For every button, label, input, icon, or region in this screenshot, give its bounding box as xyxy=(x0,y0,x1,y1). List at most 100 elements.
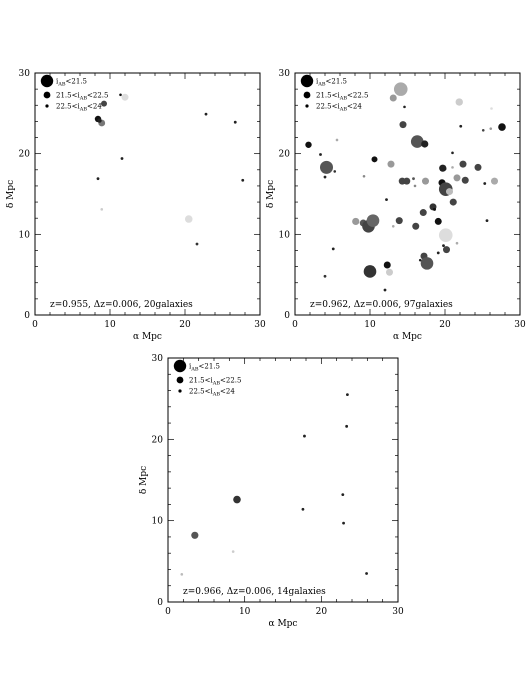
plot-frame xyxy=(34,72,261,316)
x-tick-label: 0 xyxy=(165,607,171,617)
x-axis-label: α Mpc xyxy=(393,332,422,342)
galaxy-point xyxy=(395,217,403,225)
legend-label: 21.5<iAB<22.5 xyxy=(189,377,241,387)
legend-marker xyxy=(45,104,49,108)
galaxy-point xyxy=(491,177,498,185)
galaxy-point xyxy=(442,244,445,248)
galaxy-point xyxy=(410,135,424,148)
x-tick-label: 0 xyxy=(32,320,38,330)
galaxy-point xyxy=(453,174,461,182)
galaxy-point xyxy=(474,163,482,171)
y-tick-label: 20 xyxy=(279,150,291,160)
galaxy-point xyxy=(412,222,420,230)
galaxy-point xyxy=(184,215,193,223)
y-tick-label: 30 xyxy=(279,69,291,79)
galaxy-point xyxy=(434,217,442,225)
galaxy-point xyxy=(363,265,377,278)
scatter-panel-1: 0 10 20 30 0 10 20 30 α Mpc δ Mpc iAB<21.5 21.5<iAB… xyxy=(6,69,266,342)
panel-annotation: z=0.962, Δz=0.006, 97galaxies xyxy=(310,300,453,310)
galaxy-point xyxy=(333,170,337,173)
galaxy-point xyxy=(345,424,349,428)
panel-annotation: z=0.966, Δz=0.006, 14galaxies xyxy=(183,587,326,597)
y-tick-label: 10 xyxy=(152,517,164,527)
galaxy-point xyxy=(342,521,345,525)
galaxy-point xyxy=(331,247,335,251)
galaxy-point xyxy=(303,434,306,438)
galaxy-point xyxy=(399,121,407,129)
legend-marker xyxy=(43,91,51,99)
galaxy-point xyxy=(180,573,184,576)
galaxy-point xyxy=(461,176,469,184)
galaxy-point xyxy=(403,105,406,109)
x-tick-label: 20 xyxy=(439,320,451,330)
y-tick-label: 20 xyxy=(19,150,31,160)
galaxy-point xyxy=(481,128,485,132)
legend-marker xyxy=(303,91,311,99)
panel-annotation: z=0.955, Δz=0.006, 20galaxies xyxy=(50,300,193,310)
x-tick-label: 30 xyxy=(514,320,526,330)
galaxy-point xyxy=(387,160,395,168)
plot-frame xyxy=(167,357,399,603)
galaxy-point xyxy=(403,177,411,185)
galaxy-point xyxy=(446,188,453,196)
x-tick-label: 20 xyxy=(316,607,328,617)
galaxy-point xyxy=(204,112,208,116)
y-axis-label: δ Mpc xyxy=(266,180,276,208)
galaxy-point xyxy=(120,157,124,160)
galaxy-point xyxy=(451,151,454,155)
galaxy-point xyxy=(96,177,100,181)
plot-frame xyxy=(294,72,521,316)
legend-marker xyxy=(300,74,314,88)
galaxy-point xyxy=(443,246,450,254)
galaxy-point xyxy=(320,160,333,174)
scatter-panel-2: 0 10 20 30 0 10 20 30 α Mpc δ Mpc iAB<21.5 21.5<iAB… xyxy=(266,69,526,342)
galaxy-point xyxy=(455,241,459,245)
galaxy-point xyxy=(422,177,429,185)
galaxy-point xyxy=(241,178,245,182)
galaxy-point xyxy=(97,118,102,123)
legend-label: 22.5<iAB<24 xyxy=(316,103,362,113)
y-tick-label: 30 xyxy=(19,69,31,79)
galaxy-point xyxy=(100,208,104,211)
galaxy-point xyxy=(371,156,378,163)
galaxy-point xyxy=(383,288,387,292)
y-tick-label: 0 xyxy=(284,311,290,321)
galaxy-point xyxy=(385,198,388,202)
x-axis-label: α Mpc xyxy=(269,619,298,629)
galaxy-point xyxy=(455,98,463,106)
x-axis-label: α Mpc xyxy=(133,332,162,342)
galaxy-point xyxy=(393,82,408,96)
legend-label: 21.5<iAB<22.5 xyxy=(316,92,368,102)
legend-marker xyxy=(176,376,184,384)
galaxy-point xyxy=(438,228,453,242)
galaxy-point xyxy=(365,572,368,575)
x-tick-label: 30 xyxy=(254,320,266,330)
galaxy-point xyxy=(366,214,380,227)
y-axis-label: δ Mpc xyxy=(6,180,16,208)
y-tick-label: 0 xyxy=(157,598,163,608)
galaxy-point xyxy=(433,207,436,211)
galaxy-point xyxy=(418,258,422,262)
galaxy-point xyxy=(383,261,391,269)
galaxy-point xyxy=(319,153,322,156)
galaxy-point xyxy=(489,127,493,130)
galaxy-point xyxy=(412,177,415,181)
galaxy-point xyxy=(436,251,440,255)
galaxy-point xyxy=(449,198,457,206)
y-tick-label: 30 xyxy=(152,354,164,364)
galaxy-point xyxy=(483,182,487,185)
galaxy-point xyxy=(323,175,327,179)
galaxy-point xyxy=(301,507,305,511)
x-tick-label: 10 xyxy=(239,607,251,617)
galaxy-point xyxy=(335,138,339,142)
galaxy-point xyxy=(485,219,489,223)
legend-label: iAB<21.5 xyxy=(189,363,220,373)
legend-label: 21.5<iAB<22.5 xyxy=(56,92,108,102)
galaxy-point xyxy=(233,495,241,504)
galaxy-point xyxy=(231,550,235,553)
galaxy-point xyxy=(352,217,360,226)
galaxy-point xyxy=(341,493,345,497)
x-tick-label: 10 xyxy=(104,320,116,330)
y-tick-label: 10 xyxy=(279,230,291,240)
galaxy-point xyxy=(119,93,122,97)
